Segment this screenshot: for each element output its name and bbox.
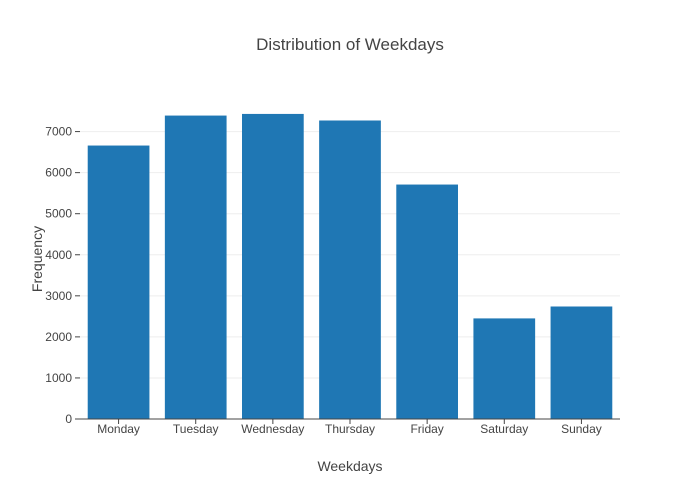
x-tick-label: Saturday — [480, 422, 528, 436]
x-axis-ticks: Monday Tuesday Wednesday Thursday Friday Satu… — [97, 419, 602, 436]
y-tick-label: 0 — [65, 412, 72, 426]
x-tick-label: Tuesday — [173, 422, 219, 436]
bar-thursday — [319, 120, 381, 419]
x-tick-label: Thursday — [325, 422, 375, 436]
y-tick-label: 5000 — [45, 207, 72, 221]
y-axis-title: Frequency — [29, 226, 45, 292]
chart-title: Distribution of Weekdays — [256, 35, 444, 54]
bar-sunday — [550, 306, 613, 419]
bar-saturday — [473, 318, 536, 419]
bars — [87, 113, 613, 420]
x-tick-label: Friday — [410, 422, 443, 436]
y-tick-label: 7000 — [45, 125, 72, 139]
y-tick-label: 1000 — [45, 371, 72, 385]
x-tick-label: Monday — [97, 422, 140, 436]
bar-friday — [396, 184, 458, 419]
y-tick-label: 6000 — [45, 166, 72, 180]
y-tick-label: 3000 — [45, 289, 72, 303]
x-axis-title: Weekdays — [317, 458, 382, 474]
bar-tuesday — [164, 115, 227, 420]
bar-wednesday — [242, 113, 304, 420]
y-axis-ticks: 0 1000 2000 3000 4000 5000 6000 7000 — [45, 125, 80, 426]
y-tick-label: 2000 — [45, 330, 72, 344]
x-tick-label: Wednesday — [241, 422, 304, 436]
y-tick-label: 4000 — [45, 248, 72, 262]
bar-monday — [87, 145, 150, 419]
x-tick-label: Sunday — [561, 422, 602, 436]
